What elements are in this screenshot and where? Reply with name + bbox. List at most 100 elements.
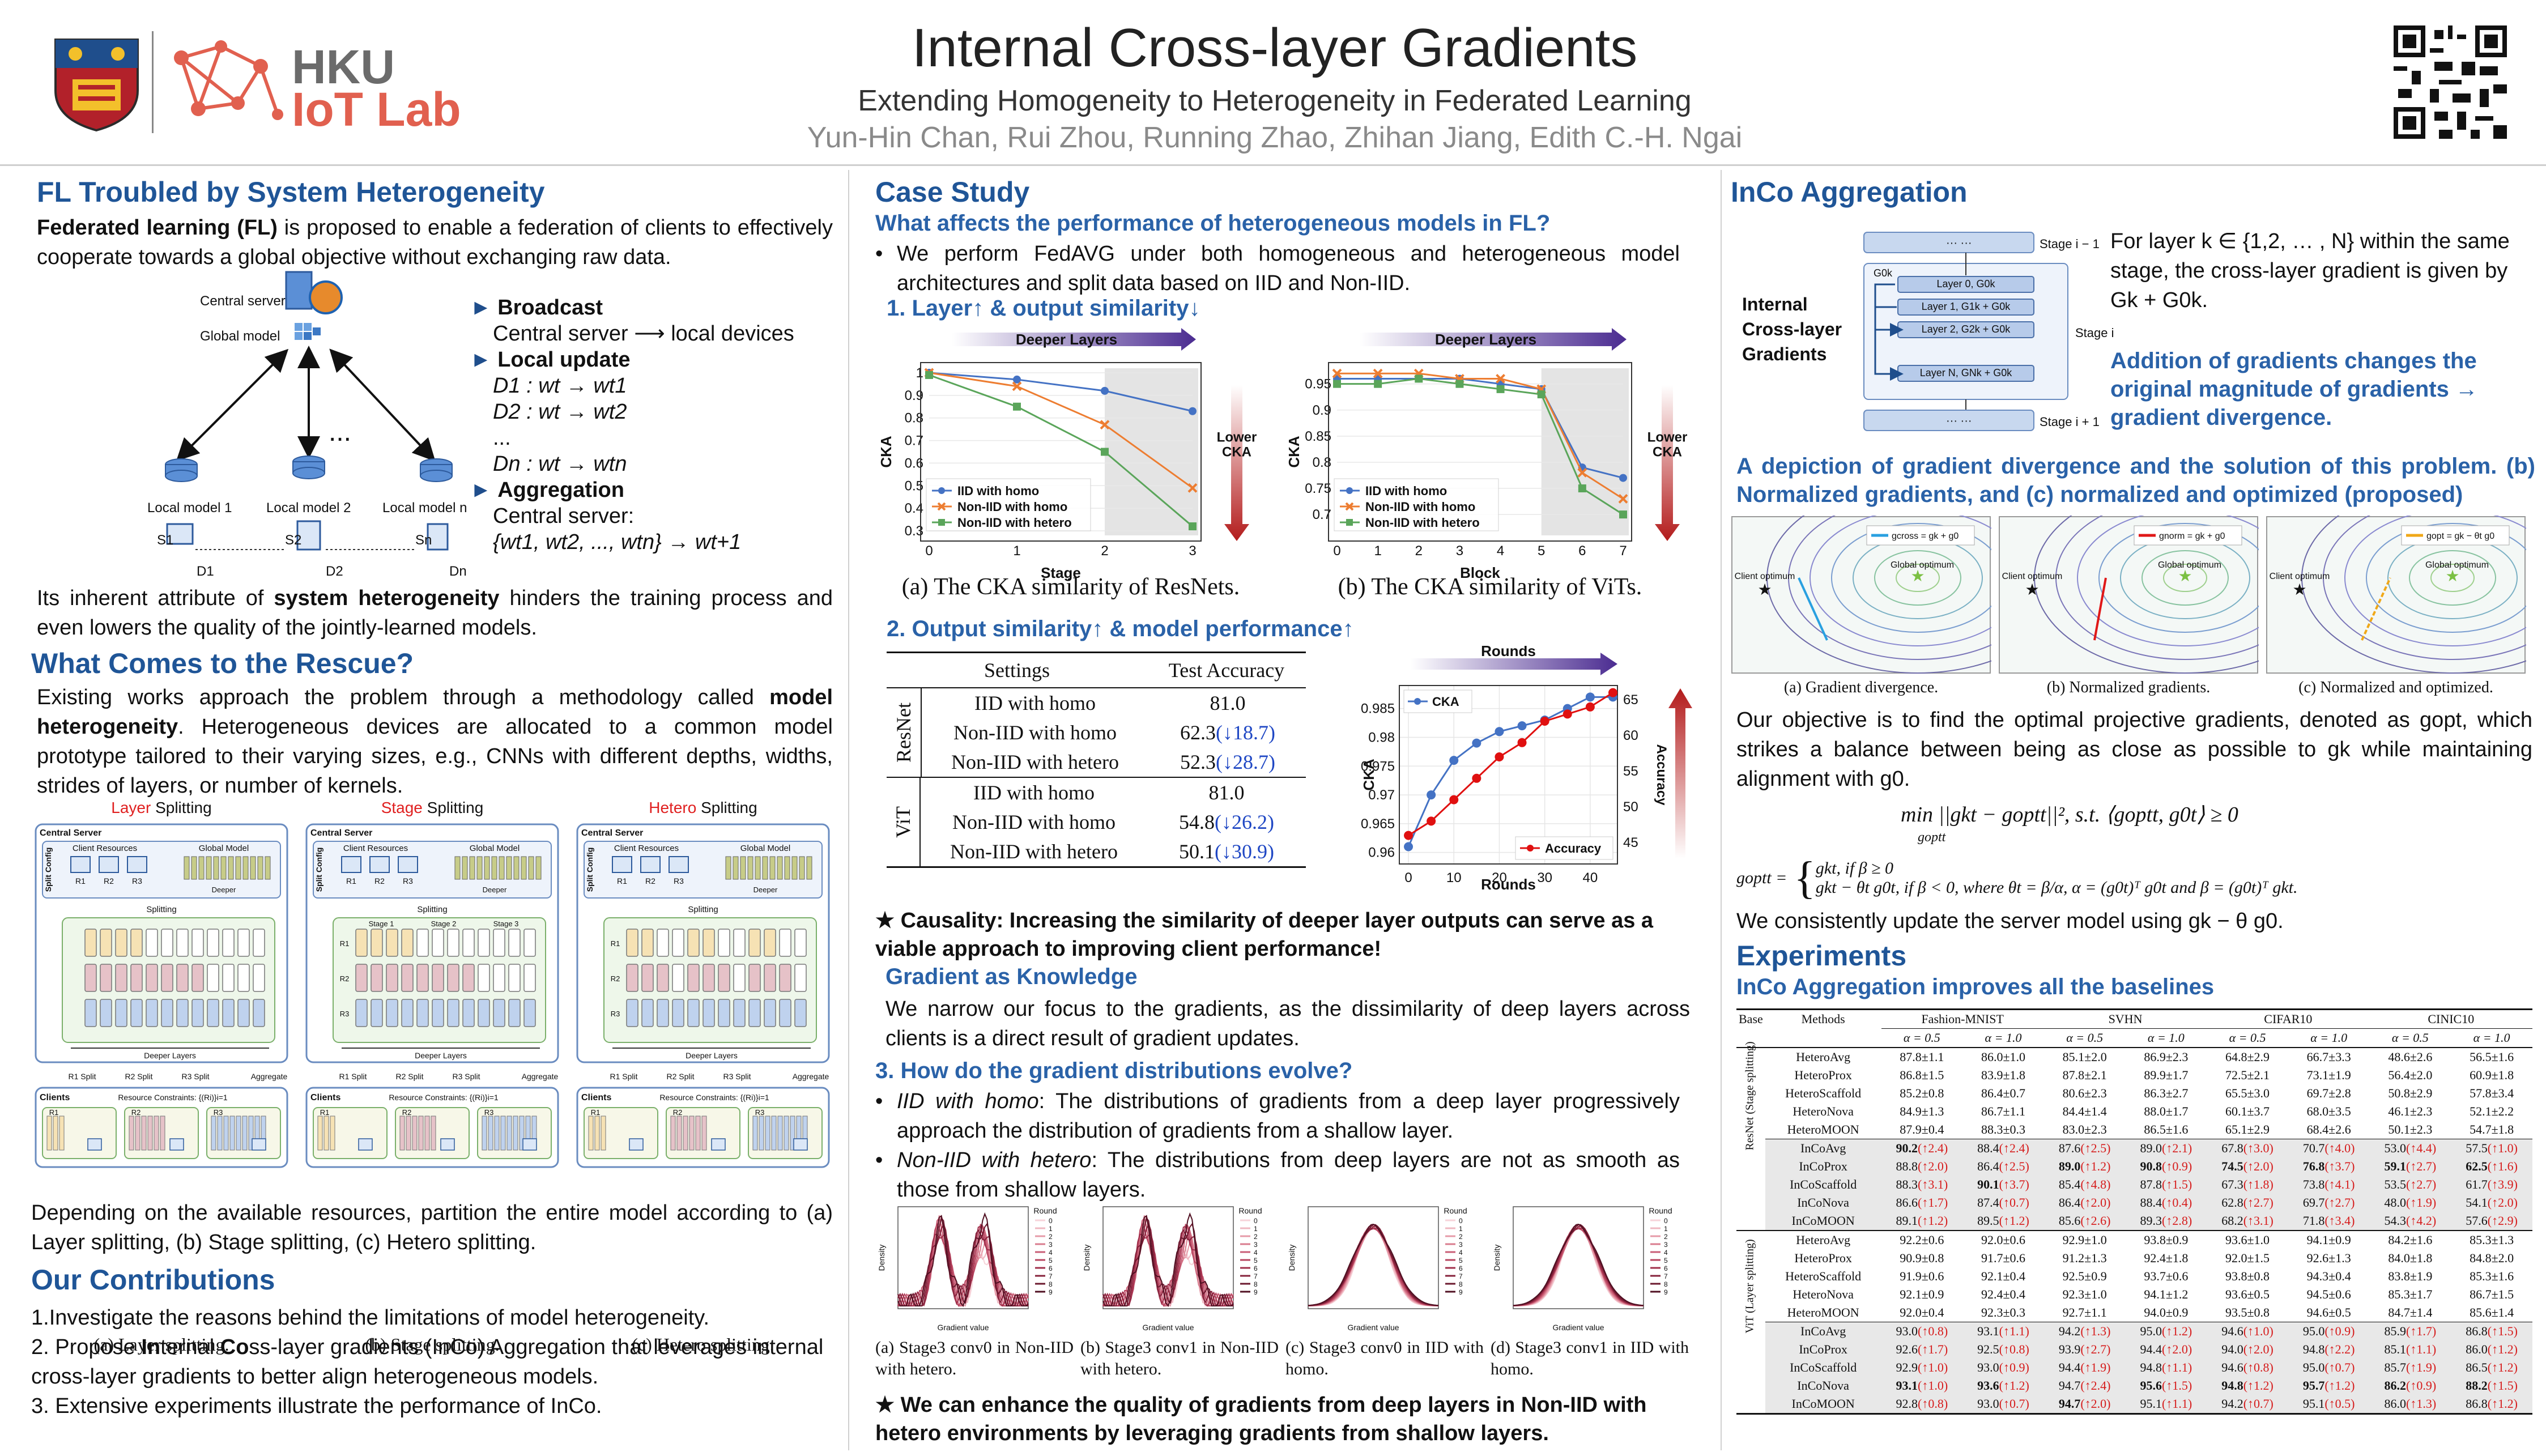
- base-label: ViT (Layer splitting): [1743, 1239, 1756, 1334]
- result-gain: (↑0.5): [2324, 1397, 2355, 1411]
- data-point: [1373, 368, 1383, 378]
- data-point: [1415, 374, 1423, 383]
- split-block: [432, 999, 444, 1027]
- result-cell: 86.7±1.5: [2451, 1285, 2532, 1304]
- method-name: InCoProx: [1799, 1342, 1847, 1356]
- plot-frame: [1328, 362, 1632, 542]
- split-block: [115, 999, 127, 1027]
- chart-title: Rounds: [1481, 646, 1536, 659]
- x-tick-label: 1: [1374, 543, 1381, 559]
- y-axis-label: CKA: [1285, 436, 1302, 468]
- qr-code-icon[interactable]: [2394, 25, 2507, 139]
- data-point: [1517, 738, 1527, 747]
- data-point: [1404, 842, 1414, 852]
- result-value: 90.9±0.8: [1900, 1251, 1944, 1265]
- fl-intro-paragraph: Federated learning (FL) is proposed to e…: [37, 213, 833, 272]
- result-value: 83.8±1.9: [2388, 1269, 2433, 1283]
- table-row: IID with homo 81.0: [921, 778, 1306, 807]
- result-cell: 88.2(↑1.5): [2451, 1377, 2532, 1395]
- legend-marker: [1346, 487, 1353, 494]
- method-name: InCoNova: [1797, 1195, 1849, 1210]
- result-value: 80.6±2.3: [2062, 1086, 2107, 1100]
- distribution-caption-1: (a) Stage3 conv0 in Non-IID with hetero.: [875, 1338, 1074, 1378]
- lower-cka-arrow: [1224, 385, 1249, 541]
- split-block: [764, 999, 776, 1027]
- cka-resnet-chart: 0.30.40.50.60.70.80.910 1 2 3StageCKADeeper…: [878, 328, 1257, 581]
- legend-label: 0: [1254, 1217, 1258, 1225]
- data-point: [1517, 721, 1527, 731]
- method-name: InCoScaffold: [1790, 1360, 1857, 1374]
- iot-lab-network-logo: [174, 40, 283, 120]
- result-value: 94.8: [2221, 1378, 2243, 1393]
- left-column: FL Troubled by System Heterogeneity Fede…: [31, 170, 833, 1450]
- client-device-icon: [252, 1138, 266, 1151]
- contour-ring: [1788, 516, 1991, 660]
- client-layer: [759, 1116, 764, 1151]
- result-cell: 52.1±2.2: [2451, 1102, 2532, 1121]
- result-value: 93.6±1.0: [2225, 1233, 2270, 1247]
- header-alpha: α = 1.0: [2451, 1028, 2532, 1048]
- legend-label: 6: [1664, 1265, 1668, 1272]
- legend-label: gcross = gk + g0: [1892, 531, 1959, 541]
- result-value: 84.7±1.4: [2388, 1305, 2433, 1319]
- table-row: IID with homo 81.0: [922, 688, 1307, 718]
- global-optimum-star: ★: [2445, 567, 2459, 585]
- split-block: [84, 999, 97, 1027]
- data-point: [1585, 692, 1595, 702]
- result-cell: 73.1±1.9: [2288, 1066, 2370, 1084]
- result-value: 94.0: [2221, 1342, 2243, 1356]
- result-cell: 94.6±0.5: [2288, 1304, 2370, 1322]
- splitting-label: Splitting: [417, 905, 447, 914]
- result-cell: 94.1±1.2: [2126, 1285, 2207, 1304]
- fl-process-list: ► Broadcast Central server ⟶ local devic…: [470, 295, 833, 555]
- client-layer: [59, 1116, 65, 1151]
- result-value: 93.0: [1977, 1397, 1999, 1411]
- split-block: [207, 929, 219, 957]
- result-cell: 93.6±1.0: [2207, 1230, 2288, 1249]
- config-box: [584, 841, 823, 899]
- header-alpha: α = 1.0: [2288, 1028, 2370, 1048]
- icg-stage: Stage i: [2075, 326, 2114, 340]
- client-layer: [211, 1116, 216, 1151]
- result-gain: (↑1.5): [2162, 1378, 2192, 1393]
- legend-label: IID with homo: [957, 484, 1039, 498]
- split-block: [237, 964, 250, 992]
- result-cell: 50.1±2.3: [2370, 1121, 2451, 1139]
- result-cell: 92.2±0.6: [1881, 1230, 1963, 1249]
- result-value: 48.6±2.6: [2388, 1050, 2433, 1064]
- table-cell-setting: Non-IID with homo: [953, 721, 1117, 744]
- split-block: [764, 964, 776, 992]
- result-gain: (↑2.7): [2080, 1342, 2111, 1356]
- contrib2-in: In: [141, 1335, 161, 1359]
- header-alpha: α = 0.5: [2207, 1028, 2288, 1048]
- result-value: 52.1±2.2: [2470, 1104, 2514, 1118]
- deeper-layers-label: Deeper Layers: [144, 1051, 196, 1060]
- bullet-iid-text: : The distributions of gradients from a …: [897, 1089, 1680, 1143]
- header-alpha: α = 1.0: [1962, 1028, 2044, 1048]
- client-layer: [317, 1116, 323, 1151]
- split-block: [191, 929, 204, 957]
- table-cell-setting: Non-IID with hetero: [950, 840, 1118, 863]
- result-value: 94.6: [2221, 1360, 2243, 1374]
- y-tick-label: 0.965: [1361, 816, 1395, 832]
- distribution-caption-3: (c) Stage3 conv0 in IID with homo.: [1285, 1338, 1484, 1378]
- local-update-2: D2 : wt → wt2: [493, 400, 627, 424]
- result-value: 92.8: [1896, 1397, 1918, 1411]
- split-block: [703, 964, 715, 992]
- result-value: 95.7: [2302, 1378, 2325, 1393]
- result-gain: (↑0.8): [2243, 1360, 2273, 1374]
- result-gain: (↑0.7): [2324, 1360, 2355, 1374]
- result-value: 89.0: [2058, 1159, 2081, 1173]
- method-name: InCoAvg: [1765, 1139, 1881, 1157]
- section-title-experiments: Experiments: [1736, 940, 1907, 972]
- result-cell: 94.8(↑2.2): [2288, 1340, 2370, 1359]
- result-value: 85.6: [2058, 1214, 2081, 1228]
- fl-dots: ...: [329, 417, 352, 447]
- result-value: 92.5±0.9: [2062, 1269, 2107, 1283]
- legend-label: 1: [1254, 1225, 1258, 1233]
- result-value: 94.6: [2221, 1324, 2243, 1338]
- het-text-b: hinders the training process and even lo…: [37, 586, 833, 640]
- rescue-paragraph: Existing works approach the problem thro…: [37, 683, 833, 801]
- client-device-icon: [640, 856, 661, 873]
- result-cell: 94.4(↑2.0): [2126, 1340, 2207, 1359]
